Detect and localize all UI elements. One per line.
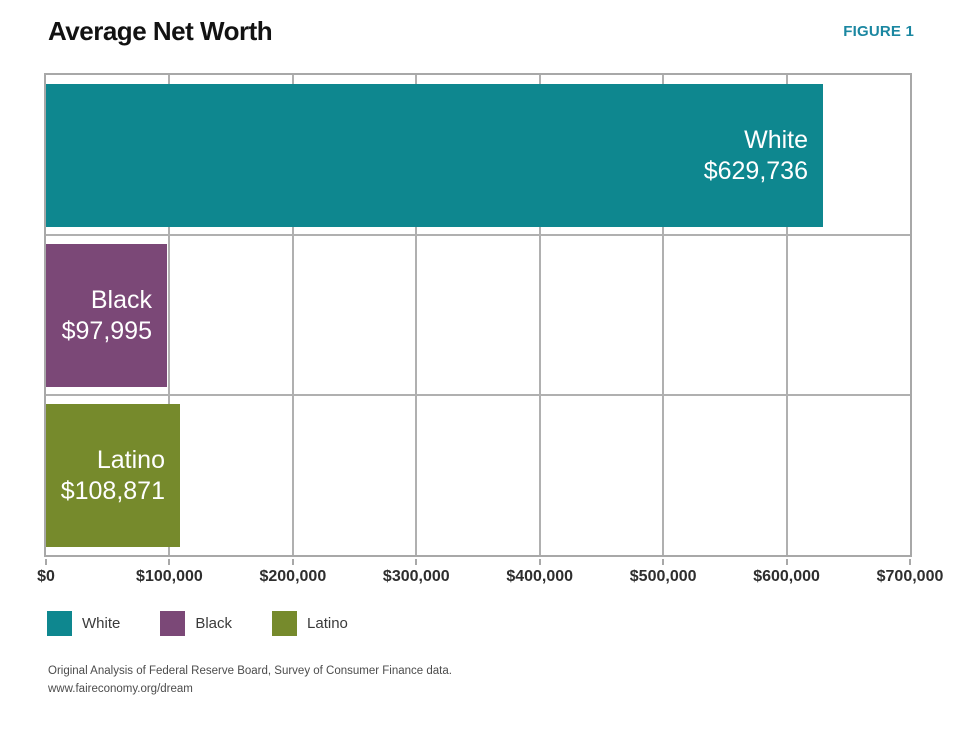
x-tick-label: $700,000 — [876, 568, 944, 585]
x-axis-tick — [538, 559, 541, 565]
bar-category-label: White — [744, 126, 808, 154]
legend-item: White — [47, 611, 120, 636]
bar-category-label: Latino — [96, 446, 165, 474]
x-axis-tick — [168, 559, 171, 565]
legend-item: Latino — [272, 611, 348, 636]
x-tick-label: $600,000 — [753, 568, 820, 585]
gridline — [291, 75, 294, 555]
bar-label: White $629,736 — [704, 125, 823, 186]
bar-value-label: $108,871 — [60, 476, 165, 505]
x-axis-tick — [291, 559, 294, 565]
legend-swatch — [272, 611, 298, 636]
x-axis-tick — [45, 559, 47, 565]
x-tick-label: $300,000 — [382, 568, 450, 585]
source-note: Original Analysis of Federal Reserve Boa… — [48, 665, 452, 677]
bar-label: Black $97,995 — [62, 285, 167, 346]
gridline — [415, 75, 418, 555]
x-tick-label: $0 — [37, 568, 55, 585]
x-axis-tick — [909, 559, 911, 565]
source-note-block: Original Analysis of Federal Reserve Boa… — [48, 663, 452, 699]
bar-value-label: $97,995 — [61, 316, 152, 345]
legend-label: White — [82, 615, 121, 632]
legend-swatch — [47, 611, 72, 636]
x-tick-label: $200,000 — [259, 568, 327, 585]
plot-area: White $629,736 Black $97,995 Latino $108,871 — [44, 73, 912, 557]
x-tick-label: $400,000 — [506, 568, 574, 585]
x-axis-tick — [415, 559, 418, 565]
band-divider — [46, 234, 910, 236]
gridline — [785, 75, 788, 555]
bar-value-label: $629,736 — [703, 156, 808, 185]
legend-label: Latino — [307, 615, 348, 632]
x-tick-label: $500,000 — [629, 568, 697, 585]
bar: White $629,736 — [46, 84, 823, 227]
figure-number-label: FIGURE 1 — [843, 23, 914, 40]
legend-label: Black — [195, 615, 233, 632]
x-tick-label: $100,000 — [136, 568, 203, 585]
x-axis-tick — [785, 559, 788, 565]
bar-category-label: Black — [90, 286, 152, 314]
page-title: Average Net Worth — [48, 16, 273, 46]
bar: Latino $108,871 — [46, 404, 180, 547]
bar: Black $97,995 — [46, 244, 167, 387]
x-axis-tick — [662, 559, 665, 565]
x-axis: $0 $100,000 $200,000 $300,000 $400,000 $500,0… — [37, 559, 943, 599]
gridline — [662, 75, 665, 555]
legend: White Black Latino — [47, 611, 348, 636]
source-url: www.faireconomy.org/dream — [48, 682, 193, 695]
gridline — [168, 75, 171, 555]
legend-item: Black — [160, 611, 232, 636]
band-divider — [46, 394, 910, 396]
legend-swatch — [160, 611, 186, 636]
bar-label: Latino $108,871 — [61, 445, 180, 506]
gridline — [538, 75, 541, 555]
